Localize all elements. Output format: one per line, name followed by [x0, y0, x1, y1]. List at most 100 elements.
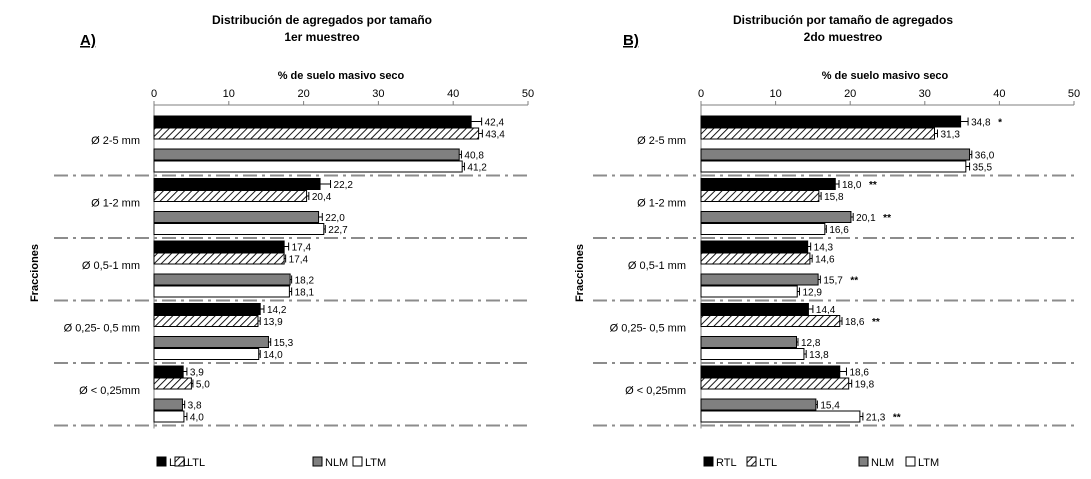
panel-b-y-axis-label: Fracciones	[574, 244, 586, 302]
data-label: 5,0	[196, 380, 210, 391]
significance-mark: **	[850, 276, 858, 287]
bar-ltl	[153, 252, 285, 265]
x-tick-label: 50	[522, 88, 534, 100]
data-label: 17,4	[289, 255, 309, 266]
category-label: Ø 0,5-1 mm	[82, 260, 140, 272]
bar-ltm	[153, 285, 290, 298]
bar-rtl	[700, 240, 809, 253]
legend-label-ltl: LTL	[187, 457, 205, 469]
bar-ltl	[700, 190, 820, 202]
bar-ltm	[153, 348, 260, 360]
data-label: 21,3	[866, 413, 886, 424]
panel-b-x-axis-label: % de suelo masivo seco	[822, 70, 949, 82]
data-label: 4,0	[190, 413, 204, 424]
data-label: 20,4	[312, 192, 332, 203]
bar-lrl	[153, 240, 285, 253]
data-label: 12,8	[801, 338, 821, 349]
bar-nlm	[700, 273, 819, 286]
category-label: Ø 0,5-1 mm	[628, 260, 686, 272]
bar-lrl	[153, 303, 261, 315]
x-tick-label: 10	[769, 88, 781, 100]
bar-lrl	[153, 365, 184, 378]
bar-ltm	[700, 160, 967, 173]
data-label: 14,6	[815, 255, 835, 266]
bar-ltm	[153, 160, 463, 173]
data-label: 22,2	[334, 180, 354, 191]
bar-nlm	[700, 148, 971, 161]
bar-lrl	[153, 115, 472, 128]
significance-mark: *	[998, 118, 1002, 129]
x-tick-label: 0	[151, 88, 157, 100]
legend-swatch-rtl	[703, 456, 714, 467]
data-label: 3,9	[190, 368, 204, 379]
bar-ltl	[153, 315, 259, 327]
bar-rtl	[700, 115, 962, 128]
data-label: 18,0	[842, 180, 862, 191]
data-label: 19,8	[855, 380, 875, 391]
legend-swatch-lrl	[156, 456, 167, 467]
category-label: Ø 0,25- 0,5 mm	[610, 323, 686, 335]
panel-b-title: Distribución por tamaño de agregados	[733, 13, 953, 27]
bar-rtl	[700, 365, 841, 378]
significance-mark: **	[893, 413, 901, 424]
data-label: 41,2	[467, 163, 487, 174]
panel-a-title: Distribución de agregados por tamaño	[212, 13, 432, 27]
category-label: Ø 0,25- 0,5 mm	[64, 323, 140, 335]
data-label: 16,6	[829, 225, 849, 236]
bar-lrl	[153, 178, 321, 190]
data-label: 13,9	[263, 317, 283, 328]
legend-swatch-ltl	[746, 456, 757, 467]
panel-a-subtitle: 1er muestreo	[284, 30, 359, 44]
bar-nlm	[153, 211, 320, 223]
legend-label-ltm: LTM	[918, 457, 939, 469]
bar-ltl	[153, 190, 308, 202]
x-tick-label: 40	[447, 88, 459, 100]
panel-a-label: A)	[80, 32, 96, 49]
legend-label-rtl: RTL	[716, 457, 737, 469]
data-label: 40,8	[464, 151, 484, 162]
bar-rtl	[700, 178, 836, 190]
bar-ltm	[153, 410, 185, 423]
data-label: 34,8	[971, 118, 991, 129]
x-tick-label: 30	[919, 88, 931, 100]
x-tick-label: 10	[223, 88, 235, 100]
data-label: 17,4	[292, 243, 312, 254]
bar-ltm	[700, 285, 798, 298]
bar-rtl	[700, 303, 809, 315]
bar-ltm	[700, 223, 826, 235]
legend-swatch-nlm	[858, 456, 869, 467]
bar-ltl	[700, 377, 850, 390]
panel-a-legend: LRLLTLNLMLTM	[156, 456, 386, 469]
panel-b-legend: RTL LTL NLM LTM	[703, 456, 939, 469]
x-tick-label: 20	[297, 88, 309, 100]
data-label: 22,0	[325, 213, 345, 224]
data-label: 12,9	[802, 288, 822, 299]
panel-b: B) Distribución por tamaño de agregados …	[574, 13, 1080, 469]
data-label: 31,3	[940, 130, 960, 141]
panel-b-label: B)	[623, 32, 639, 49]
data-label: 36,0	[975, 151, 995, 162]
bar-ltl	[700, 127, 935, 140]
data-label: 13,8	[809, 350, 829, 361]
x-tick-label: 40	[993, 88, 1005, 100]
data-label: 18,2	[295, 276, 315, 287]
bar-ltl	[700, 315, 841, 327]
data-label: 18,6	[849, 368, 869, 379]
x-tick-label: 0	[698, 88, 704, 100]
data-label: 15,8	[824, 192, 844, 203]
bar-ltl	[700, 252, 811, 265]
data-label: 3,8	[188, 401, 202, 412]
bar-nlm	[700, 398, 817, 411]
bar-nlm	[153, 336, 269, 348]
data-label: 14,2	[267, 305, 287, 316]
significance-mark: **	[869, 180, 877, 191]
bar-ltm	[153, 223, 325, 235]
data-label: 15,7	[823, 276, 843, 287]
panel-a: A) Distribución de agregados por tamaño …	[29, 13, 534, 469]
legend-swatch-ltm	[352, 456, 363, 467]
legend-label-nlm: NLM	[325, 457, 348, 469]
category-label: Ø < 0,25mm	[625, 385, 686, 397]
bar-nlm	[700, 336, 797, 348]
data-label: 14,4	[816, 305, 836, 316]
bar-ltl	[153, 127, 480, 140]
